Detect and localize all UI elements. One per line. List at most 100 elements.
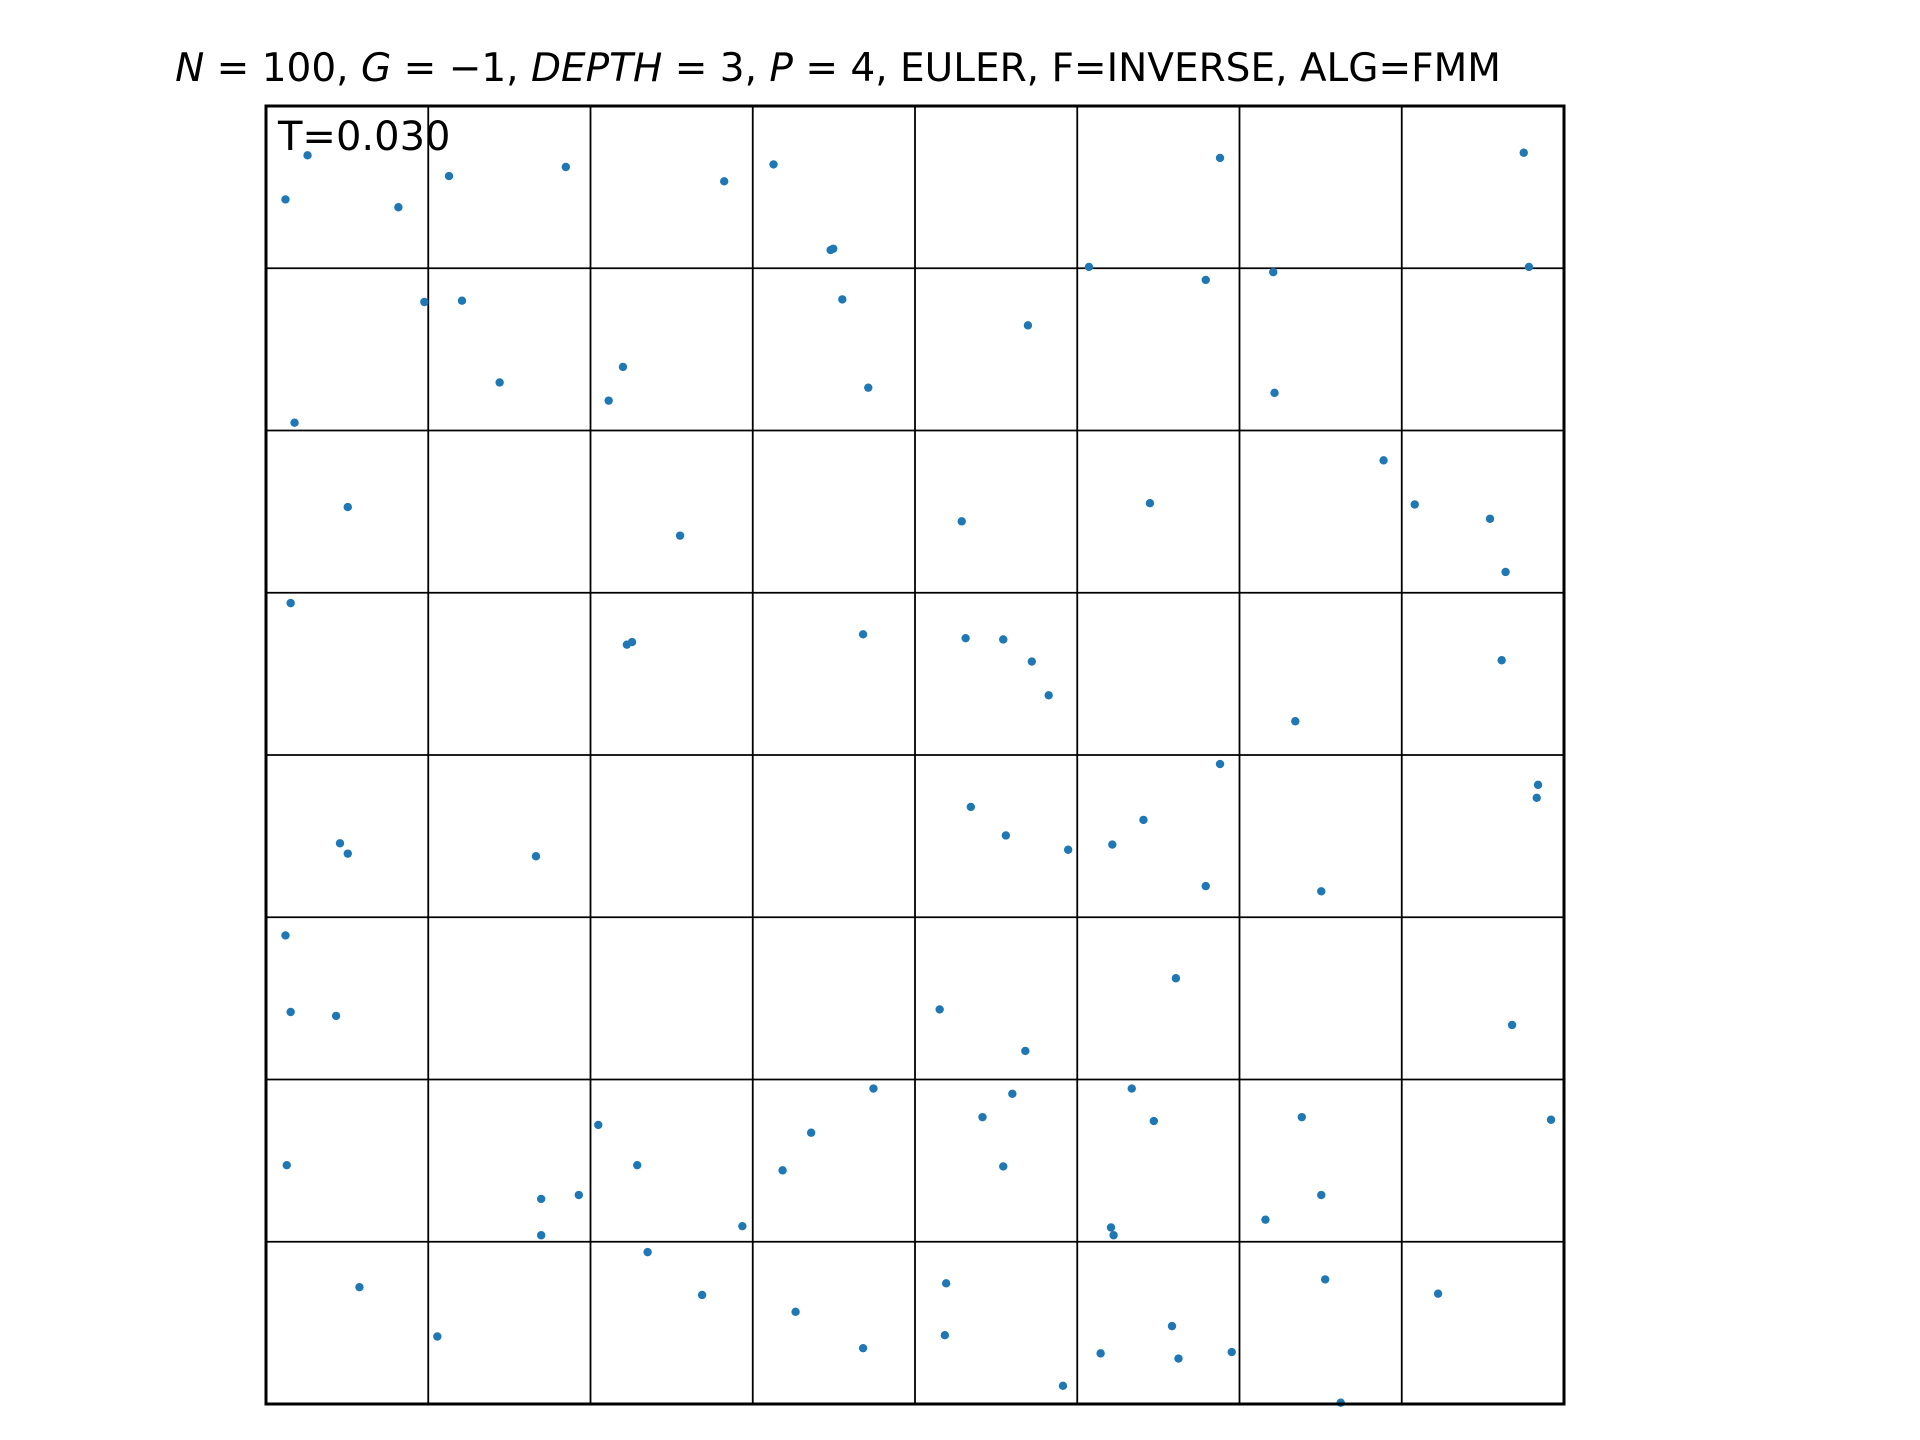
particle-point (1497, 656, 1506, 665)
particle-point (1501, 567, 1510, 577)
particle-point (286, 1007, 295, 1017)
particle-point (1021, 1046, 1030, 1056)
title-p-symbol: P (769, 46, 793, 91)
particle-point (495, 378, 504, 387)
particle-point (719, 177, 729, 186)
particle-point (1001, 831, 1011, 840)
particle-point (806, 1128, 816, 1137)
particle-point (1139, 815, 1148, 825)
particle-point (697, 1290, 707, 1300)
particle-point (1270, 388, 1279, 398)
particle-point (858, 1343, 868, 1353)
particle-point (282, 1160, 291, 1170)
particle-point (940, 1331, 950, 1340)
particle-point (838, 295, 847, 304)
particle-point (826, 245, 835, 255)
particle-point (1145, 498, 1155, 508)
particle-point (355, 1282, 364, 1292)
particle-point (1167, 1321, 1177, 1331)
particle-point (858, 630, 868, 639)
particle-point (561, 162, 571, 172)
particle-point (303, 151, 312, 160)
particle-point (1027, 657, 1037, 666)
particle-point (444, 171, 454, 181)
chart-title: N = 100, G = −1, DEPTH = 3, P = 4, EULER… (175, 46, 1501, 91)
particle-point (618, 362, 628, 372)
particle-point (343, 502, 352, 512)
particle-point (643, 1247, 652, 1257)
particle-point (1261, 1215, 1270, 1224)
particle-point (869, 1084, 878, 1093)
title-g-value: = −1, (391, 46, 531, 91)
particle-point (1023, 321, 1033, 330)
particle-point (594, 1120, 603, 1130)
particle-point (738, 1221, 747, 1231)
particle-point (1532, 793, 1541, 803)
particle-point (604, 396, 613, 405)
particle-point (1297, 1112, 1307, 1122)
cell-grid (266, 106, 1564, 1404)
particle-point (1084, 262, 1094, 272)
particle-point (331, 1011, 341, 1021)
particle-point (1171, 974, 1181, 983)
particle-point (335, 839, 345, 848)
particle-point (769, 160, 778, 169)
particle-point (633, 1160, 642, 1170)
particle-point (1533, 780, 1543, 790)
time-annotation: T=0.030 (277, 114, 450, 160)
particle-point (1008, 1089, 1017, 1098)
particle-point (978, 1112, 987, 1122)
title-depth-symbol: DEPTH (531, 46, 662, 91)
particle-point (1201, 881, 1210, 891)
particle-point (1291, 717, 1300, 726)
title-n-value: = 100, (204, 46, 361, 91)
particle-point (1044, 691, 1053, 700)
particle-point (1410, 500, 1419, 509)
particle-points (281, 148, 1556, 1407)
particle-point (457, 296, 467, 305)
particle-point (1174, 1354, 1183, 1363)
particle-point (536, 1194, 546, 1204)
particle-point (281, 931, 290, 940)
plot-frame (264, 104, 1566, 1406)
particle-point (864, 383, 873, 392)
particle-point (1320, 1275, 1330, 1284)
particle-point (1063, 845, 1073, 854)
particle-point (1227, 1347, 1236, 1357)
particle-point (1433, 1289, 1443, 1298)
particle-point (999, 1162, 1008, 1171)
title-g-symbol: G (361, 46, 391, 91)
particle-point (1215, 759, 1225, 769)
particle-point (1096, 1349, 1105, 1358)
particle-point (999, 635, 1008, 644)
particle-point (1317, 1190, 1326, 1200)
particle-point (1317, 887, 1326, 896)
particle-point (531, 852, 541, 861)
particle-point (675, 531, 685, 540)
particle-point (966, 802, 976, 812)
particle-point (1058, 1381, 1068, 1391)
particle-point (1546, 1115, 1556, 1124)
particle-point (778, 1166, 787, 1175)
particle-point (536, 1231, 546, 1240)
particle-point (290, 418, 299, 427)
particle-point (394, 203, 403, 212)
title-depth-value: = 3, (662, 46, 769, 91)
particle-point (1379, 456, 1388, 465)
particle-point (957, 517, 966, 526)
particle-point (627, 637, 637, 647)
particle-point (1215, 153, 1225, 163)
particle-point (1269, 267, 1278, 277)
particle-point (1127, 1084, 1136, 1093)
particle-point (1485, 514, 1495, 523)
particle-point (1201, 275, 1210, 285)
particle-point (420, 297, 429, 307)
particle-point (1109, 1231, 1118, 1240)
particle-point (574, 1190, 584, 1200)
particle-point (433, 1332, 442, 1341)
title-n-symbol: N (175, 46, 204, 91)
particle-point (1106, 1223, 1116, 1232)
particle-point (281, 195, 290, 204)
